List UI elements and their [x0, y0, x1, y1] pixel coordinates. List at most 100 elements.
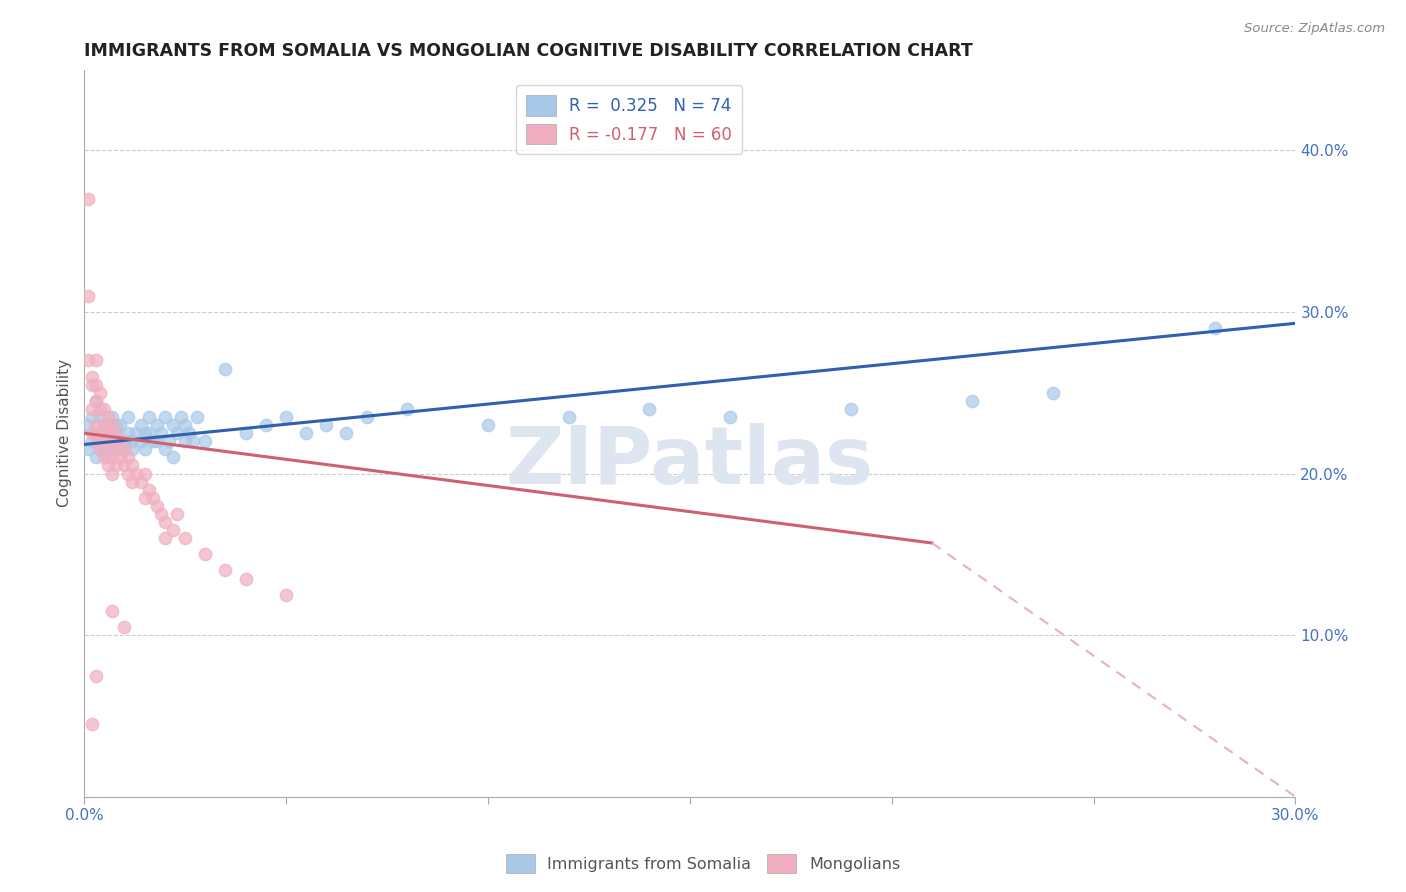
Point	[1204, 321, 1226, 335]
Point	[638, 401, 661, 416]
Point	[97, 426, 120, 441]
Point	[153, 531, 176, 545]
Text: IMMIGRANTS FROM SOMALIA VS MONGOLIAN COGNITIVE DISABILITY CORRELATION CHART: IMMIGRANTS FROM SOMALIA VS MONGOLIAN COG…	[84, 42, 973, 60]
Point	[718, 409, 741, 424]
Point	[101, 409, 124, 424]
Point	[89, 426, 111, 441]
Point	[84, 434, 107, 449]
Point	[121, 442, 143, 457]
Point	[557, 409, 579, 424]
Text: ZIPatlas: ZIPatlas	[506, 423, 875, 501]
Point	[112, 442, 135, 457]
Point	[166, 426, 188, 441]
Point	[101, 450, 124, 465]
Point	[125, 426, 148, 441]
Point	[214, 361, 236, 376]
Point	[177, 426, 200, 441]
Point	[101, 434, 124, 449]
Point	[105, 458, 128, 473]
Point	[77, 442, 100, 457]
Point	[110, 434, 132, 449]
Point	[112, 442, 135, 457]
Point	[162, 418, 184, 433]
Point	[839, 401, 862, 416]
Point	[254, 418, 277, 433]
Point	[101, 418, 124, 433]
Point	[235, 426, 257, 441]
Point	[93, 401, 115, 416]
Point	[181, 434, 204, 449]
Point	[101, 442, 124, 457]
Point	[89, 434, 111, 449]
Point	[89, 385, 111, 400]
Point	[105, 426, 128, 441]
Point	[80, 369, 103, 384]
Point	[105, 418, 128, 433]
Point	[121, 475, 143, 489]
Point	[174, 434, 197, 449]
Point	[77, 289, 100, 303]
Point	[153, 515, 176, 529]
Point	[174, 531, 197, 545]
Point	[117, 426, 139, 441]
Point	[93, 418, 115, 433]
Point	[97, 458, 120, 473]
Point	[134, 426, 156, 441]
Point	[110, 418, 132, 433]
Point	[1042, 385, 1064, 400]
Point	[274, 588, 297, 602]
Point	[162, 523, 184, 537]
Legend: Immigrants from Somalia, Mongolians: Immigrants from Somalia, Mongolians	[499, 847, 907, 880]
Point	[170, 409, 193, 424]
Point	[80, 401, 103, 416]
Point	[89, 401, 111, 416]
Point	[93, 434, 115, 449]
Point	[235, 572, 257, 586]
Point	[84, 418, 107, 433]
Point	[477, 418, 499, 433]
Point	[97, 434, 120, 449]
Point	[80, 409, 103, 424]
Point	[97, 426, 120, 441]
Point	[145, 434, 167, 449]
Point	[97, 442, 120, 457]
Point	[84, 377, 107, 392]
Point	[194, 434, 217, 449]
Point	[274, 409, 297, 424]
Point	[101, 434, 124, 449]
Point	[80, 377, 103, 392]
Point	[121, 458, 143, 473]
Y-axis label: Cognitive Disability: Cognitive Disability	[58, 359, 72, 508]
Point	[335, 426, 357, 441]
Point	[110, 450, 132, 465]
Point	[134, 491, 156, 505]
Point	[93, 450, 115, 465]
Point	[80, 434, 103, 449]
Point	[315, 418, 337, 433]
Point	[84, 450, 107, 465]
Point	[117, 450, 139, 465]
Point	[112, 620, 135, 634]
Point	[97, 418, 120, 433]
Point	[142, 491, 165, 505]
Point	[112, 458, 135, 473]
Point	[84, 426, 107, 441]
Point	[97, 409, 120, 424]
Point	[84, 353, 107, 368]
Point	[105, 434, 128, 449]
Point	[105, 426, 128, 441]
Point	[117, 409, 139, 424]
Point	[112, 434, 135, 449]
Point	[77, 353, 100, 368]
Text: Source: ZipAtlas.com: Source: ZipAtlas.com	[1244, 22, 1385, 36]
Point	[194, 547, 217, 561]
Point	[145, 418, 167, 433]
Point	[162, 450, 184, 465]
Point	[356, 409, 378, 424]
Point	[138, 483, 160, 497]
Point	[93, 426, 115, 441]
Point	[129, 434, 152, 449]
Point	[129, 418, 152, 433]
Point	[101, 426, 124, 441]
Point	[77, 418, 100, 433]
